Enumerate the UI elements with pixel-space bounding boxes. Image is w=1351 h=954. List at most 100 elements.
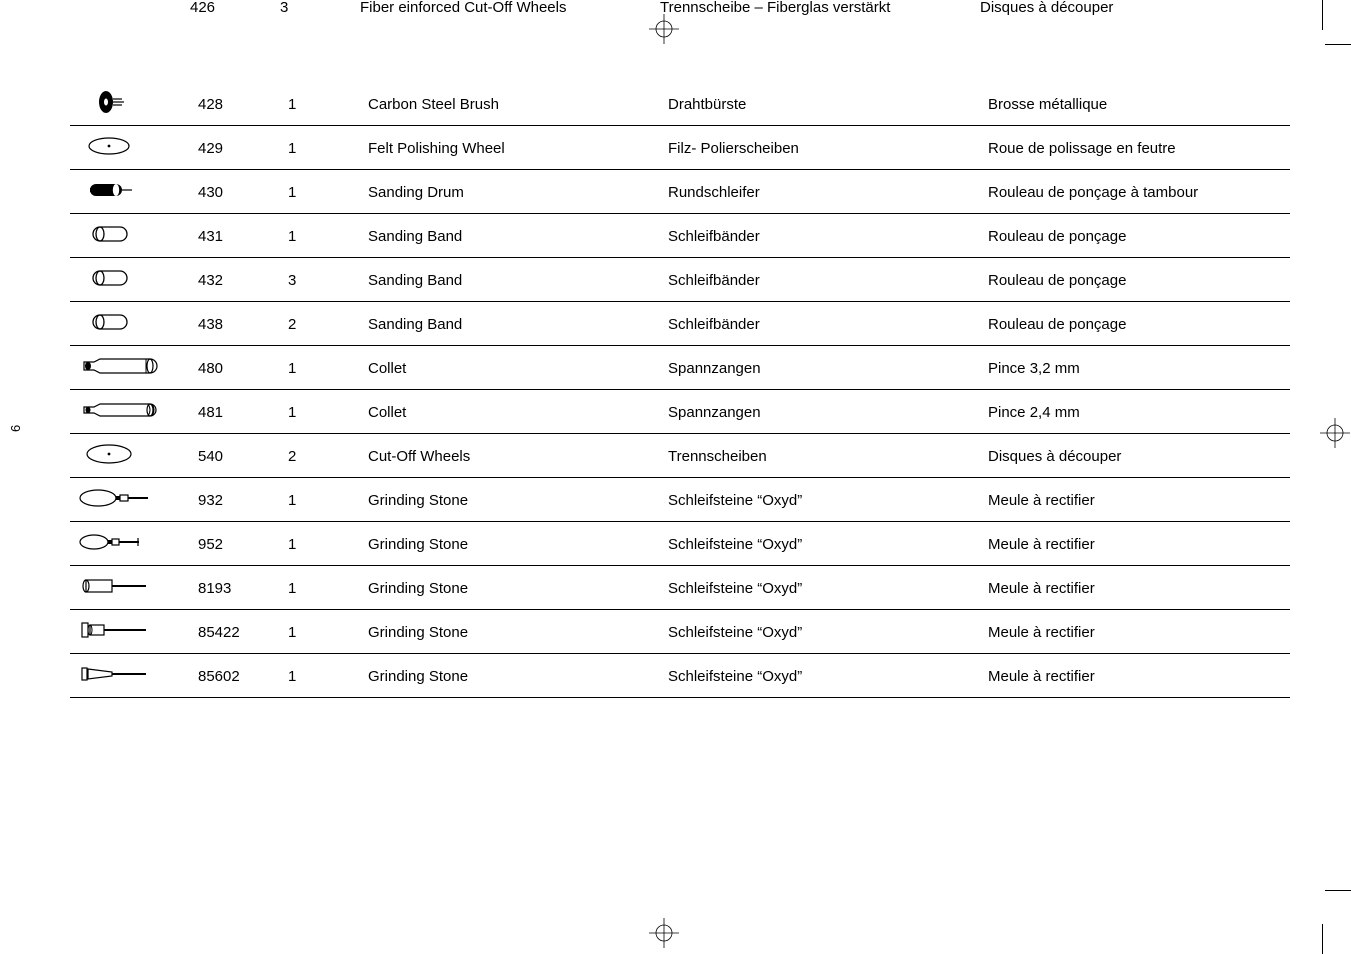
part-qty: 3 — [282, 258, 362, 302]
part-number: 85602 — [192, 654, 282, 698]
part-qty: 1 — [282, 170, 362, 214]
part-name-fr: Rouleau de ponçage — [982, 302, 1290, 346]
part-name-de: Schleifsteine “Oxyd” — [662, 654, 982, 698]
part-name-en: Carbon Steel Brush — [362, 82, 662, 126]
part-qty: 1 — [282, 478, 362, 522]
part-name-de: Schleifsteine “Oxyd” — [662, 610, 982, 654]
part-icon — [76, 178, 186, 202]
part-name-fr: Brosse métallique — [982, 82, 1290, 126]
part-number: 480 — [192, 346, 282, 390]
part-name-fr: Meule à rectifier — [982, 654, 1290, 698]
part-qty: 2 — [282, 434, 362, 478]
part-number: 8193 — [192, 566, 282, 610]
part-name-fr: Pince 3,2 mm — [982, 346, 1290, 390]
part-name-en: Grinding Stone — [362, 566, 662, 610]
part-name-de: Schleifsteine “Oxyd” — [662, 478, 982, 522]
part-qty: 1 — [282, 390, 362, 434]
part-icon — [76, 266, 186, 290]
part-name-de: Drahtbürste — [662, 82, 982, 126]
part-name-en: Sanding Drum — [362, 170, 662, 214]
part-number: 85422 — [192, 610, 282, 654]
part-name-fr: Meule à rectifier — [982, 566, 1290, 610]
table-row: 4291Felt Polishing WheelFilz- Poliersche… — [70, 126, 1290, 170]
table-row: 4301Sanding DrumRundschleiferRouleau de … — [70, 170, 1290, 214]
registration-mark-icon — [649, 14, 679, 44]
part-number: 431 — [192, 214, 282, 258]
part-icon — [76, 310, 186, 334]
part-icon-cell — [70, 126, 192, 170]
part-name-de: Spannzangen — [662, 346, 982, 390]
registration-mark-icon — [649, 918, 679, 948]
table-row: 81931Grinding StoneSchleifsteine “Oxyd”M… — [70, 566, 1290, 610]
part-icon — [76, 530, 186, 554]
part-number: 430 — [192, 170, 282, 214]
part-name-de: Schleifsteine “Oxyd” — [662, 522, 982, 566]
partial-en: Fiber einforced Cut-Off Wheels — [360, 0, 660, 16]
part-icon-cell — [70, 302, 192, 346]
crop-mark — [1322, 0, 1323, 30]
part-name-en: Cut-Off Wheels — [362, 434, 662, 478]
part-qty: 1 — [282, 214, 362, 258]
partial-de: Trennscheibe – Fiberglas verstärkt — [660, 0, 980, 16]
part-name-en: Collet — [362, 346, 662, 390]
part-name-fr: Roue de polissage en feutre — [982, 126, 1290, 170]
part-name-de: Spannzangen — [662, 390, 982, 434]
table-row: 854221Grinding StoneSchleifsteine “Oxyd”… — [70, 610, 1290, 654]
part-number: 429 — [192, 126, 282, 170]
parts-table: 4281Carbon Steel BrushDrahtbürsteBrosse … — [70, 82, 1290, 698]
part-name-en: Grinding Stone — [362, 478, 662, 522]
part-name-de: Trennscheiben — [662, 434, 982, 478]
table-row: 4801ColletSpannzangenPince 3,2 mm — [70, 346, 1290, 390]
table-row: 4311Sanding BandSchleifbänderRouleau de … — [70, 214, 1290, 258]
part-name-de: Rundschleifer — [662, 170, 982, 214]
part-name-en: Sanding Band — [362, 258, 662, 302]
part-number: 428 — [192, 82, 282, 126]
part-icon-cell — [70, 214, 192, 258]
page-number: 6 — [8, 425, 23, 432]
part-name-en: Felt Polishing Wheel — [362, 126, 662, 170]
part-name-en: Grinding Stone — [362, 654, 662, 698]
part-number: 952 — [192, 522, 282, 566]
part-name-de: Schleifbänder — [662, 258, 982, 302]
crop-mark — [1325, 44, 1351, 45]
part-name-de: Schleifbänder — [662, 302, 982, 346]
part-name-en: Sanding Band — [362, 214, 662, 258]
part-icon — [76, 398, 186, 422]
table-row: 856021Grinding StoneSchleifsteine “Oxyd”… — [70, 654, 1290, 698]
part-icon-cell — [70, 522, 192, 566]
table-row: 4382Sanding BandSchleifbänderRouleau de … — [70, 302, 1290, 346]
crop-mark — [1322, 924, 1323, 954]
registration-mark-icon — [1320, 418, 1350, 448]
part-icon — [76, 354, 186, 378]
part-icon-cell — [70, 434, 192, 478]
partial-row: 426 3 Fiber einforced Cut-Off Wheels Tre… — [70, 0, 1290, 22]
part-icon — [76, 618, 186, 642]
part-qty: 2 — [282, 302, 362, 346]
part-name-de: Filz- Polierscheiben — [662, 126, 982, 170]
part-name-fr: Pince 2,4 mm — [982, 390, 1290, 434]
part-name-fr: Meule à rectifier — [982, 522, 1290, 566]
part-icon-cell — [70, 478, 192, 522]
part-qty: 1 — [282, 346, 362, 390]
part-qty: 1 — [282, 522, 362, 566]
part-name-fr: Meule à rectifier — [982, 610, 1290, 654]
part-icon — [76, 574, 186, 598]
table-row: 4281Carbon Steel BrushDrahtbürsteBrosse … — [70, 82, 1290, 126]
part-icon — [76, 442, 186, 466]
part-icon — [76, 134, 186, 158]
part-name-en: Collet — [362, 390, 662, 434]
part-icon-cell — [70, 258, 192, 302]
table-row: 9321Grinding StoneSchleifsteine “Oxyd”Me… — [70, 478, 1290, 522]
part-name-de: Schleifbänder — [662, 214, 982, 258]
part-qty: 1 — [282, 126, 362, 170]
part-qty: 1 — [282, 610, 362, 654]
part-name-en: Sanding Band — [362, 302, 662, 346]
part-name-fr: Rouleau de ponçage à tambour — [982, 170, 1290, 214]
part-icon-cell — [70, 170, 192, 214]
part-icon-cell — [70, 610, 192, 654]
part-name-en: Grinding Stone — [362, 522, 662, 566]
part-icon-cell — [70, 654, 192, 698]
part-qty: 1 — [282, 654, 362, 698]
part-name-fr: Meule à rectifier — [982, 478, 1290, 522]
part-name-fr: Disques à découper — [982, 434, 1290, 478]
